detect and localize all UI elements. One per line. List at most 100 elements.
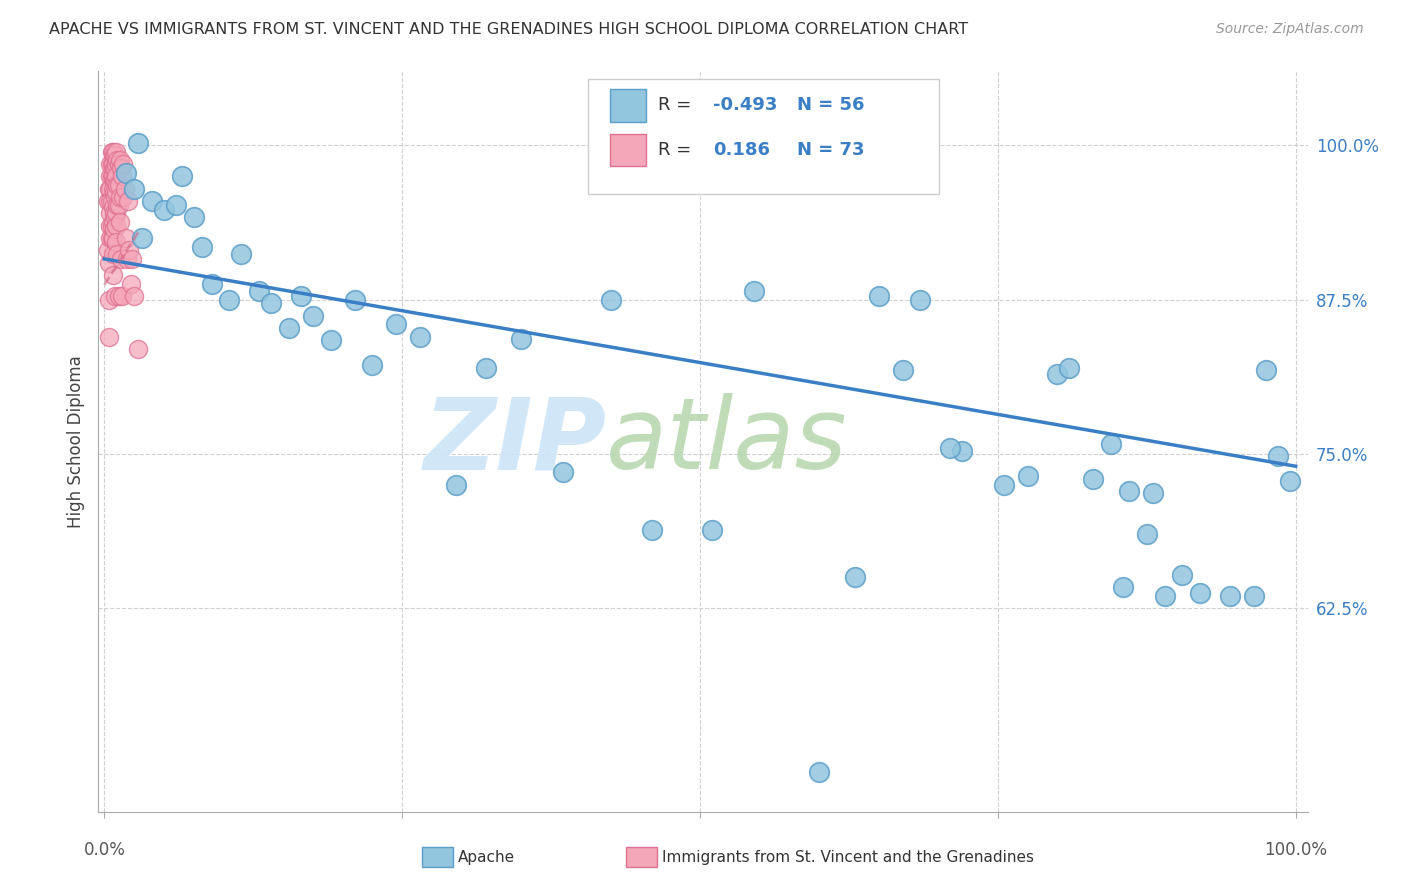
Point bbox=[103, 161, 125, 175]
Point bbox=[107, 197, 129, 211]
Text: 100.0%: 100.0% bbox=[1264, 841, 1327, 859]
Point bbox=[100, 219, 122, 233]
Point bbox=[191, 239, 214, 253]
Point bbox=[115, 252, 138, 266]
Point bbox=[101, 268, 124, 282]
Point bbox=[141, 194, 163, 208]
Text: Immigrants from St. Vincent and the Grenadines: Immigrants from St. Vincent and the Gren… bbox=[662, 850, 1035, 864]
Point bbox=[114, 181, 136, 195]
Text: Source: ZipAtlas.com: Source: ZipAtlas.com bbox=[1216, 22, 1364, 37]
Point bbox=[114, 165, 136, 179]
Point bbox=[104, 173, 127, 187]
Point bbox=[153, 202, 176, 217]
Text: -0.493: -0.493 bbox=[713, 96, 778, 114]
Point bbox=[165, 197, 187, 211]
Point bbox=[1112, 580, 1135, 594]
Point bbox=[100, 145, 122, 159]
Point bbox=[1278, 474, 1301, 488]
Point bbox=[105, 169, 128, 184]
Point bbox=[100, 157, 122, 171]
Point bbox=[105, 219, 128, 233]
Point bbox=[104, 161, 127, 175]
Point bbox=[101, 145, 124, 159]
Point bbox=[474, 360, 496, 375]
Point bbox=[1118, 483, 1140, 498]
Point bbox=[742, 284, 765, 298]
Point bbox=[98, 293, 121, 307]
Point bbox=[950, 444, 973, 458]
Point bbox=[1171, 567, 1194, 582]
Point bbox=[200, 277, 222, 291]
Point bbox=[103, 222, 125, 236]
Text: 0.0%: 0.0% bbox=[83, 841, 125, 859]
Point bbox=[98, 329, 121, 343]
Point bbox=[98, 194, 121, 208]
Point bbox=[891, 363, 914, 377]
Point bbox=[98, 219, 121, 233]
Point bbox=[120, 277, 142, 291]
Point bbox=[100, 194, 122, 208]
FancyBboxPatch shape bbox=[588, 78, 939, 194]
Point bbox=[104, 148, 127, 162]
Point bbox=[101, 157, 124, 171]
Point bbox=[122, 289, 145, 303]
Point bbox=[343, 293, 366, 307]
Point bbox=[1081, 472, 1104, 486]
Point bbox=[111, 289, 134, 303]
Text: N = 56: N = 56 bbox=[797, 96, 865, 114]
Point bbox=[105, 235, 128, 249]
Point bbox=[101, 247, 124, 261]
Point bbox=[103, 206, 125, 220]
Point bbox=[131, 231, 153, 245]
Point bbox=[104, 210, 127, 224]
Point bbox=[170, 169, 193, 184]
Point bbox=[101, 181, 124, 195]
Point bbox=[98, 231, 121, 245]
Point bbox=[290, 289, 312, 303]
Point bbox=[1189, 586, 1212, 600]
Point bbox=[127, 342, 149, 356]
Point bbox=[107, 289, 129, 303]
Point bbox=[97, 244, 120, 258]
Point bbox=[868, 289, 890, 303]
Text: APACHE VS IMMIGRANTS FROM ST. VINCENT AND THE GRENADINES HIGH SCHOOL DIPLOMA COR: APACHE VS IMMIGRANTS FROM ST. VINCENT AN… bbox=[49, 22, 969, 37]
Point bbox=[1046, 367, 1069, 381]
Point bbox=[98, 181, 121, 195]
Point bbox=[385, 318, 408, 332]
Point bbox=[108, 190, 131, 204]
Point bbox=[444, 477, 467, 491]
Point bbox=[118, 244, 141, 258]
Point bbox=[114, 231, 136, 245]
FancyBboxPatch shape bbox=[610, 134, 647, 166]
Point bbox=[260, 296, 283, 310]
Point bbox=[107, 178, 129, 192]
Point bbox=[939, 441, 962, 455]
Point bbox=[107, 197, 129, 211]
Point bbox=[103, 173, 125, 187]
Point bbox=[910, 293, 932, 307]
Point bbox=[1059, 360, 1081, 375]
Point bbox=[108, 153, 131, 168]
Point bbox=[278, 321, 301, 335]
Point bbox=[231, 247, 253, 261]
Text: ZIP: ZIP bbox=[423, 393, 606, 490]
Point bbox=[808, 765, 831, 780]
Text: 0.186: 0.186 bbox=[713, 141, 769, 159]
Point bbox=[1254, 363, 1277, 377]
Point bbox=[409, 329, 432, 343]
Point bbox=[183, 210, 205, 224]
Point bbox=[104, 190, 127, 204]
Point bbox=[319, 334, 342, 348]
Point bbox=[599, 293, 621, 307]
Point bbox=[103, 148, 125, 162]
Text: R =: R = bbox=[658, 96, 697, 114]
Point bbox=[361, 358, 384, 372]
Point bbox=[111, 169, 134, 184]
Point bbox=[107, 153, 129, 168]
Point bbox=[117, 194, 139, 208]
Point bbox=[98, 206, 121, 220]
Point bbox=[1142, 486, 1164, 500]
Point bbox=[247, 284, 270, 298]
Point bbox=[105, 157, 128, 171]
Point bbox=[107, 247, 129, 261]
